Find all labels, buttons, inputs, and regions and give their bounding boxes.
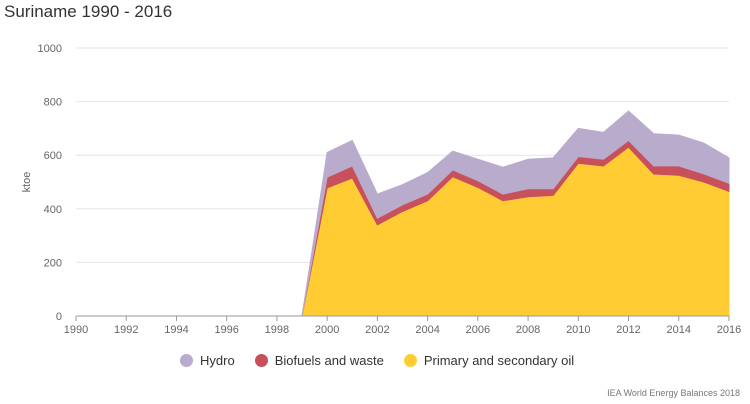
y-tick-label: 0 — [56, 311, 62, 323]
x-tick-label: 1996 — [214, 324, 238, 336]
legend-item-biofuels[interactable]: Biofuels and waste — [254, 353, 384, 368]
chart-title: Suriname 1990 - 2016 — [4, 2, 173, 21]
x-tick-label: 2004 — [415, 324, 439, 336]
hydro-swatch — [180, 354, 193, 367]
x-tick-label: 2006 — [466, 324, 490, 336]
y-axis-label: ktoe — [21, 172, 33, 193]
y-tick-label: 800 — [44, 97, 62, 109]
x-tick-label: 2010 — [566, 324, 590, 336]
source-note: IEA World Energy Balances 2018 — [607, 388, 740, 398]
x-tick-label: 2014 — [667, 324, 691, 336]
oil-swatch — [403, 354, 417, 367]
legend-label: Primary and secondary oil — [423, 353, 575, 368]
x-tick-label: 2002 — [365, 324, 389, 336]
area-primary-and-secondary-oil — [76, 146, 730, 317]
x-tick-label: 1994 — [164, 324, 188, 336]
legend-item-hydro[interactable]: Hydro — [180, 353, 235, 368]
x-tick-label: 1992 — [114, 324, 138, 336]
legend-item-oil[interactable]: Primary and secondary oil — [403, 353, 575, 368]
y-tick-label: 200 — [44, 257, 62, 269]
x-tick-label: 2012 — [616, 324, 640, 336]
x-tick-label: 2000 — [315, 324, 339, 336]
x-tick-label: 2016 — [717, 324, 741, 336]
y-tick-label: 600 — [44, 150, 62, 162]
legend-label: Hydro — [200, 353, 235, 368]
x-tick-label: 1998 — [265, 324, 289, 336]
biofuels-swatch — [254, 354, 268, 367]
y-tick-label: 400 — [44, 204, 62, 216]
y-tick-label: 1000 — [38, 43, 62, 55]
x-tick-label: 1990 — [64, 324, 88, 336]
legend: Hydro Biofuels and waste Primary and sec… — [180, 353, 574, 368]
x-tick-label: 2008 — [516, 324, 540, 336]
legend-label: Biofuels and waste — [274, 353, 384, 368]
